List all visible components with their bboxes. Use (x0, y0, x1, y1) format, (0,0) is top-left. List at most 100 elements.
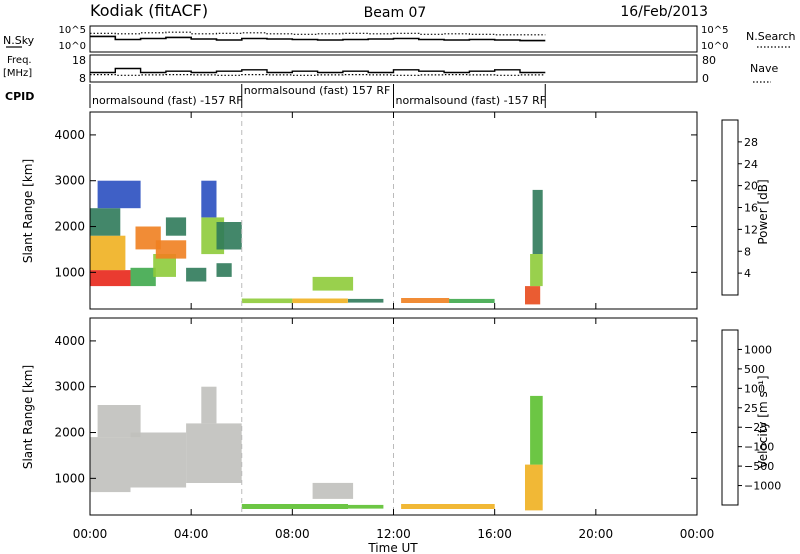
nsky-label: N.Sky (3, 34, 35, 47)
power-echo-patch (165, 217, 187, 236)
velocity-echo-patch (525, 464, 543, 511)
station-title: Kodiak (fitACF) (90, 1, 208, 20)
freq-label: Freq. (7, 55, 32, 66)
nave-tick-top: 80 (702, 54, 716, 67)
power-colorbar-tick-label: 8 (744, 245, 751, 258)
power-echo-patch (186, 267, 207, 282)
nave-tick-bottom: 0 (702, 72, 709, 85)
power-echo-patch (348, 298, 384, 303)
power-echo-patch (155, 240, 187, 259)
freq-series-line (90, 67, 546, 74)
velocity-echo-patch (201, 386, 217, 424)
power-echo-patch (241, 298, 293, 304)
power-colorbar-label: Power [dB] (756, 179, 770, 244)
cpid-segment-label: normalsound (fast) -157 RF (92, 94, 243, 107)
velocity-echo-patch (241, 504, 348, 509)
freq-tick-top: 18 (72, 54, 86, 67)
power-echo-patch (153, 254, 176, 277)
y-tick-label: 2000 (54, 220, 85, 234)
noise-lines (90, 31, 546, 42)
nsearch-label: N.Search (746, 30, 796, 43)
power-y-axis-label: Slant Range [km] (21, 159, 35, 263)
velocity-colorbar-tick-label: −1000 (744, 480, 781, 493)
velocity-colorbar: −1000 −500 −100 −25 25 100 500 1000 (721, 329, 781, 506)
y-tick-label: 1000 (54, 471, 85, 485)
freq-lines (90, 67, 546, 76)
nave-label: Nave (750, 62, 778, 75)
freq-panel-frame (89, 54, 698, 83)
y-tick-label: 3000 (54, 174, 85, 188)
y-tick-label: 4000 (54, 334, 85, 348)
velocity-colorbar-tick-label: 100 (744, 382, 765, 395)
nsky-series-line (90, 35, 546, 42)
power-echo-patch (201, 180, 217, 218)
power-colorbar-tick-label: 24 (744, 158, 758, 171)
power-echo-patch (530, 254, 543, 287)
power-echo-patch (135, 226, 161, 250)
noise-tick-right-bottom: 10^0 (701, 41, 728, 52)
velocity-echo-patch (97, 405, 141, 438)
power-colorbar-tick-label: 28 (744, 136, 758, 149)
x-tick-label: 00:00 (73, 527, 108, 541)
power-colorbar: 4 8 12 16 20 24 28 (721, 119, 758, 296)
power-echo-patch (90, 208, 121, 236)
velocity-echo-patch (186, 423, 242, 483)
y-tick-label: 2000 (54, 426, 85, 440)
velocity-colorbar-label: Velocity [m s⁻¹] (756, 375, 770, 468)
axes-layer: 00:00 04:00 08:00 12:00 16:00 20:00 00:00 1000 1… (54, 112, 714, 541)
velocity-colorbar-tick-label: −500 (744, 460, 774, 473)
power-echo-patch (97, 180, 141, 209)
power-echo-patch (292, 298, 348, 304)
power-echo-patch (525, 286, 541, 305)
velocity-y-axis-label: Slant Range [km] (21, 365, 35, 469)
noise-tick-left-bottom: 10^0 (59, 41, 86, 52)
power-colorbar-tick-label: 16 (744, 202, 758, 215)
freq-unit-label: [MHz] (3, 68, 32, 79)
velocity-echo-patch (530, 395, 543, 465)
power-echo-patch (532, 189, 543, 254)
power-echo-patch (312, 276, 354, 291)
velocity-colorbar-tick-label: −100 (744, 441, 774, 454)
freq-tick-bottom: 8 (79, 72, 86, 85)
x-tick-label: 20:00 (579, 527, 614, 541)
noise-tick-left-top: 10^5 (59, 25, 86, 36)
velocity-echo-patch (348, 504, 384, 509)
nave-series-line (90, 74, 546, 76)
y-tick-label: 3000 (54, 380, 85, 394)
power-echo-patch (130, 267, 156, 287)
noise-tick-right-top: 10^5 (701, 25, 728, 36)
power-echo-patch (90, 270, 131, 287)
power-echo-patch (216, 263, 232, 277)
x-axis-label: Time UT (367, 541, 418, 554)
date-title: 16/Feb/2013 (620, 4, 708, 20)
cpid-label: CPID (5, 90, 34, 103)
power-echo-patch (216, 222, 242, 250)
power-colorbar-tick-label: 4 (744, 267, 751, 280)
power-colorbar-tick-label: 12 (744, 223, 758, 236)
power-panel (90, 112, 543, 309)
power-echo-patch (90, 235, 126, 271)
cpid-segment-label: normalsound (fast) -157 RF (396, 94, 547, 107)
velocity-colorbar-tick-label: 25 (744, 402, 758, 415)
nsearch-series-line (90, 31, 546, 36)
power-colorbar-frame (721, 119, 739, 296)
velocity-echo-patch (312, 482, 354, 499)
cpid-segment-label: normalsound (fast) 157 RF (244, 84, 391, 97)
velocity-colorbar-tick-label: −25 (744, 421, 767, 434)
x-tick-label: 08:00 (275, 527, 310, 541)
power-echo-patch (449, 298, 495, 303)
velocity-panel (90, 318, 543, 515)
power-echo-patch (401, 298, 450, 303)
velocity-colorbar-tick-label: 1000 (744, 343, 772, 356)
x-tick-label: 04:00 (174, 527, 209, 541)
beam-title: Beam 07 (364, 5, 427, 21)
y-tick-label: 1000 (54, 265, 85, 279)
x-tick-label: 12:00 (376, 527, 411, 541)
velocity-colorbar-frame (721, 329, 739, 506)
velocity-echo-patch (90, 437, 131, 493)
x-tick-label: 00:00 (680, 527, 715, 541)
x-tick-label: 16:00 (477, 527, 512, 541)
y-tick-label: 4000 (54, 128, 85, 142)
